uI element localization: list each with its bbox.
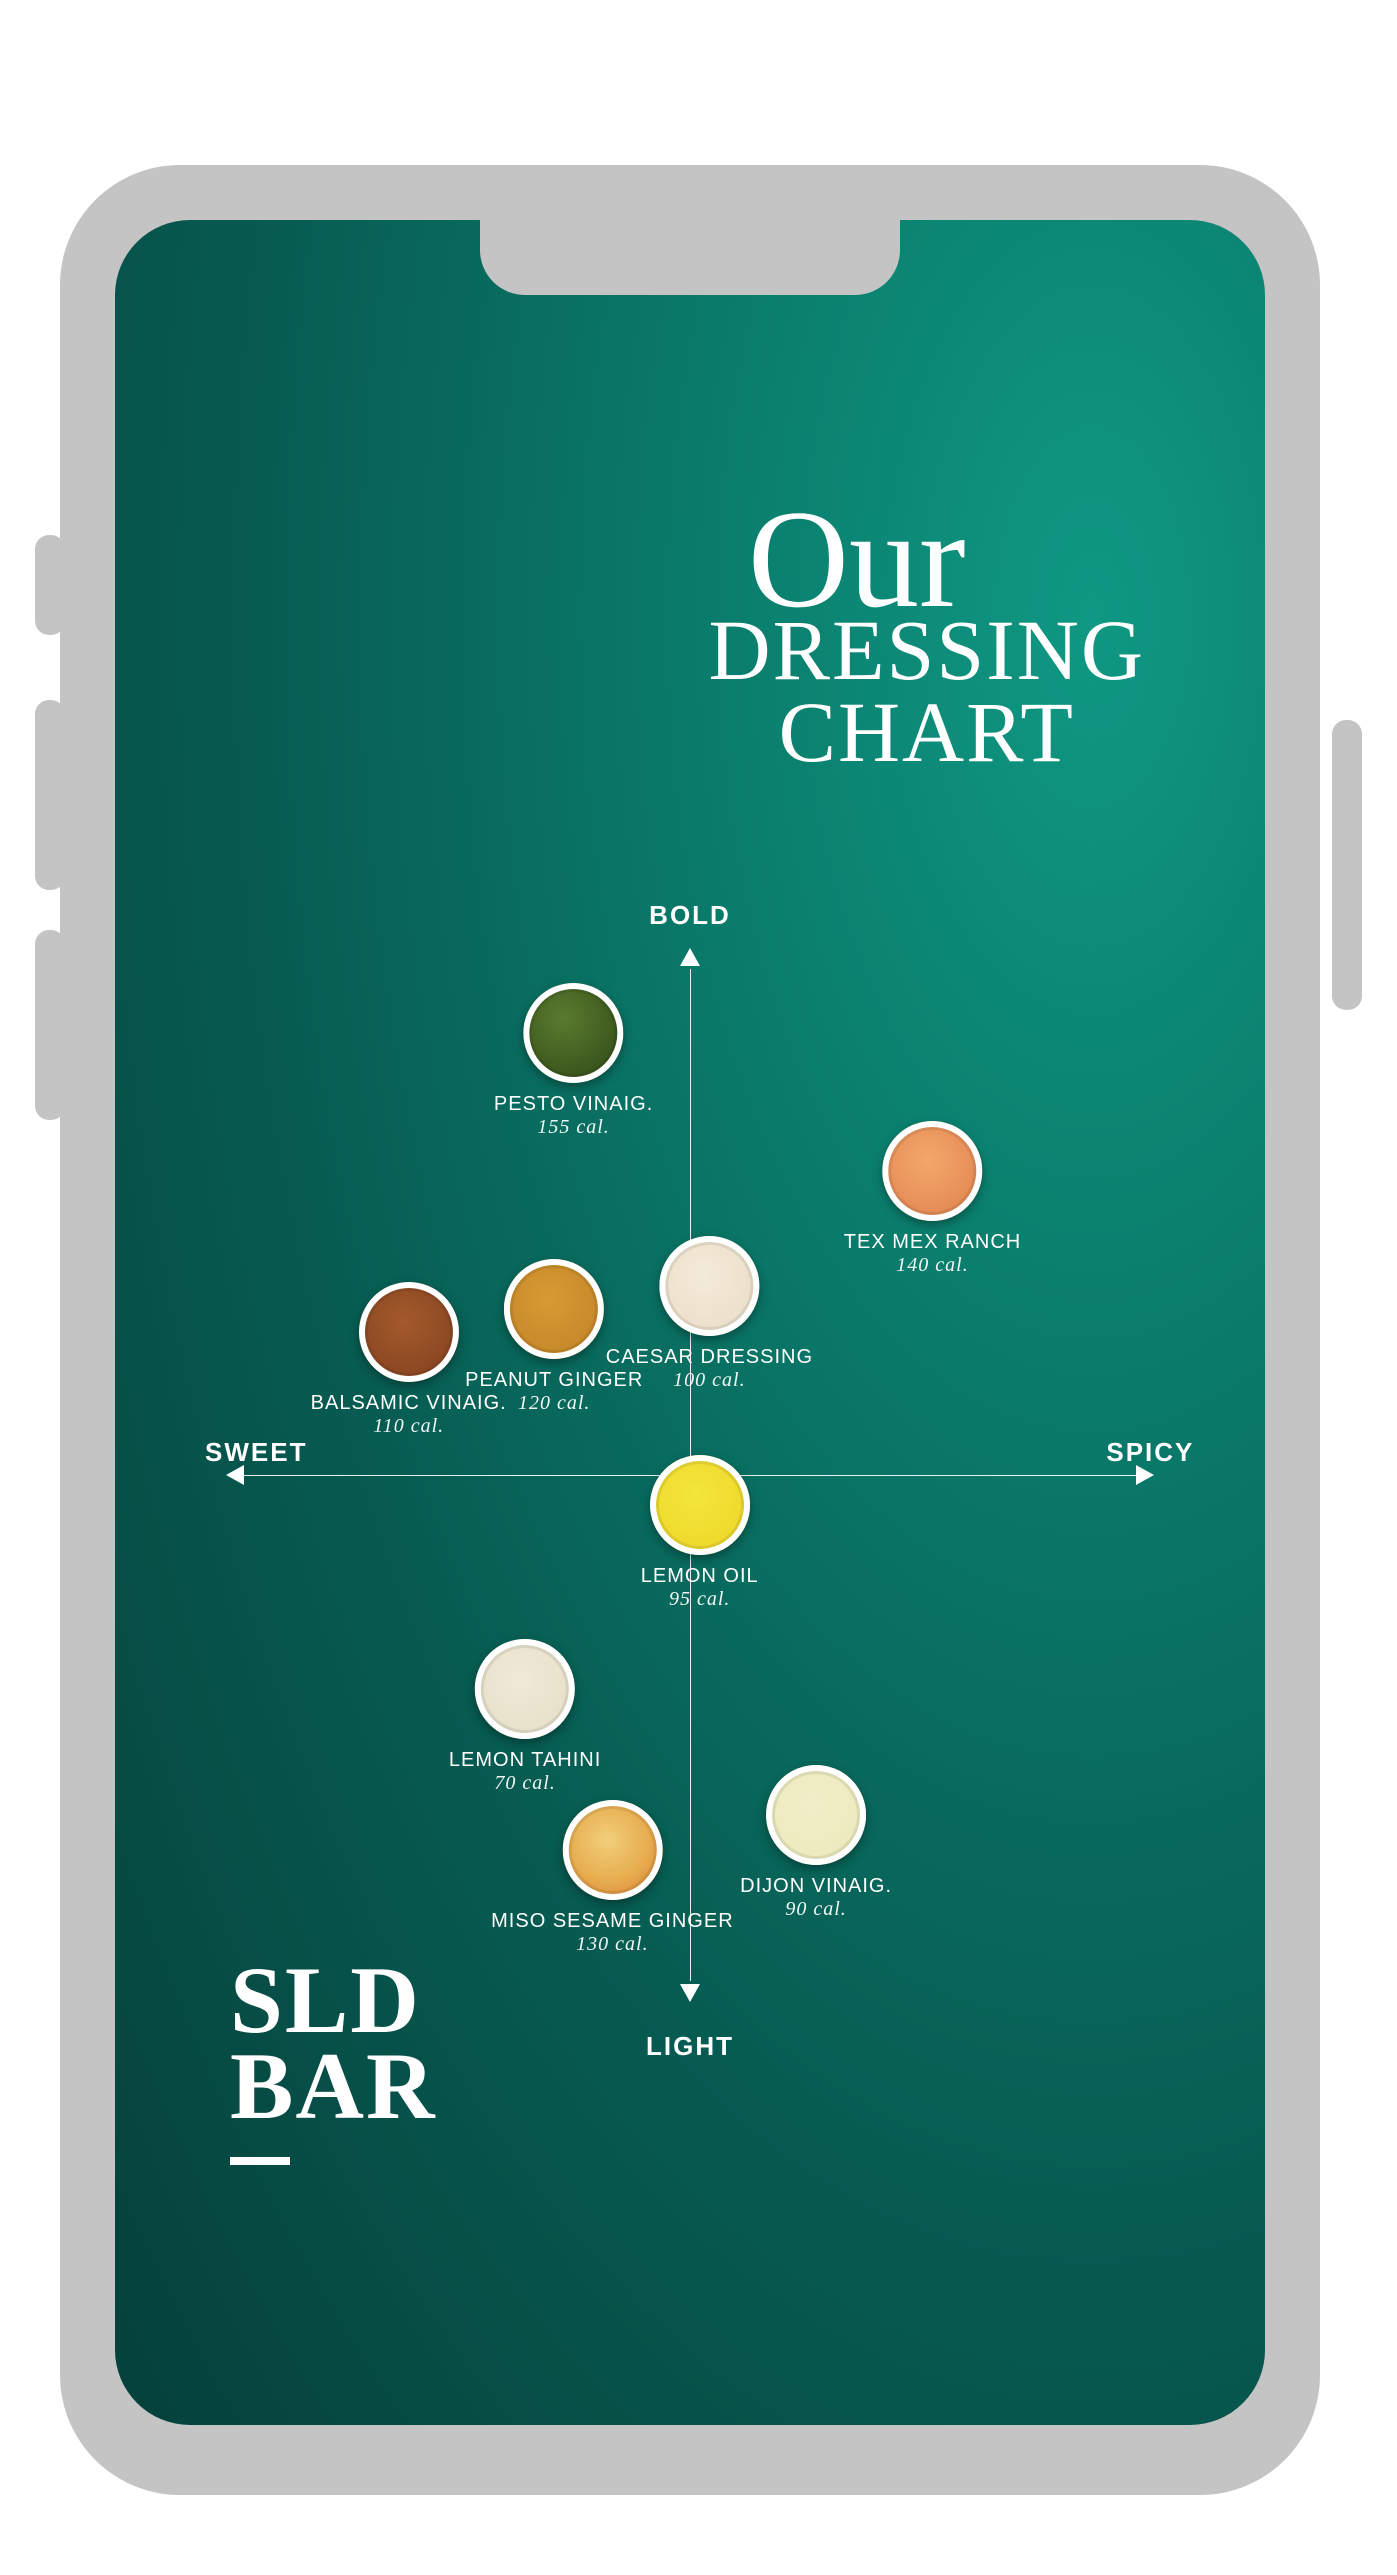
axis-arrow-up bbox=[680, 948, 700, 966]
dressing-lemontahini: LEMON TAHINI70 cal. bbox=[449, 1639, 601, 1795]
dressing-calories: 130 cal. bbox=[491, 1933, 733, 1956]
dressing-name: BALSAMIC VINAIG. bbox=[311, 1392, 507, 1415]
side-button-power[interactable] bbox=[1332, 720, 1362, 1010]
axis-arrow-right bbox=[1136, 1465, 1154, 1485]
dressing-bowl-icon bbox=[562, 1800, 662, 1900]
axis-label-right: SPICY bbox=[1106, 1437, 1194, 1468]
dressing-dijon: DIJON VINAIG.90 cal. bbox=[740, 1765, 892, 1921]
dressing-calories: 110 cal. bbox=[311, 1415, 507, 1438]
logo-line2: BAR bbox=[230, 2033, 437, 2139]
axis-label-bottom: LIGHT bbox=[646, 2031, 734, 2062]
canvas: Our DRESSING CHART BOLDLIGHTSWEETSPICYPE… bbox=[0, 0, 1397, 2575]
dressing-name: DIJON VINAIG. bbox=[740, 1875, 892, 1898]
axis-arrow-down bbox=[680, 1984, 700, 2002]
dressing-bowl-icon bbox=[659, 1236, 759, 1336]
dressing-bowl-icon bbox=[650, 1455, 750, 1555]
dressing-bowl-icon bbox=[359, 1282, 459, 1382]
dressing-bowl-icon bbox=[524, 983, 624, 1083]
phone-notch bbox=[480, 220, 900, 295]
dressing-miso: MISO SESAME GINGER130 cal. bbox=[491, 1800, 733, 1956]
dressing-calories: 140 cal. bbox=[844, 1254, 1021, 1277]
dressing-texmex: TEX MEX RANCH140 cal. bbox=[844, 1121, 1021, 1277]
brand-logo: SLD BAR bbox=[230, 1958, 437, 2165]
dressing-bowl-icon bbox=[766, 1765, 866, 1865]
dressing-calories: 90 cal. bbox=[740, 1898, 892, 1921]
dressing-bowl-icon bbox=[475, 1639, 575, 1739]
phone-frame: Our DRESSING CHART BOLDLIGHTSWEETSPICYPE… bbox=[60, 165, 1320, 2495]
dressing-bowl-icon bbox=[504, 1259, 604, 1359]
dressing-lemonoil: LEMON OIL95 cal. bbox=[641, 1455, 759, 1611]
dressing-calories: 155 cal. bbox=[494, 1116, 653, 1139]
axis-label-left: SWEET bbox=[205, 1437, 307, 1468]
dressing-bowl-icon bbox=[883, 1121, 983, 1221]
dressing-name: TEX MEX RANCH bbox=[844, 1231, 1021, 1254]
heading-line2: CHART bbox=[708, 692, 1145, 774]
dressing-balsamic: BALSAMIC VINAIG.110 cal. bbox=[311, 1282, 507, 1438]
axis-arrow-left bbox=[226, 1465, 244, 1485]
dressing-pesto: PESTO VINAIG.155 cal. bbox=[494, 983, 653, 1139]
heading-script: Our bbox=[638, 490, 1075, 630]
dressing-calories: 95 cal. bbox=[641, 1588, 759, 1611]
dressing-name: LEMON OIL bbox=[641, 1565, 759, 1588]
quadrant-chart: BOLDLIGHTSWEETSPICYPESTO VINAIG.155 cal.… bbox=[205, 900, 1175, 2050]
dressing-name: LEMON TAHINI bbox=[449, 1749, 601, 1772]
axis-label-top: BOLD bbox=[649, 900, 731, 931]
dressing-name: MISO SESAME GINGER bbox=[491, 1910, 733, 1933]
logo-underline-icon bbox=[230, 2157, 290, 2165]
dressing-name: PESTO VINAIG. bbox=[494, 1093, 653, 1116]
dressing-calories: 70 cal. bbox=[449, 1772, 601, 1795]
phone-screen: Our DRESSING CHART BOLDLIGHTSWEETSPICYPE… bbox=[115, 220, 1265, 2425]
chart-heading: Our DRESSING CHART bbox=[708, 490, 1145, 773]
